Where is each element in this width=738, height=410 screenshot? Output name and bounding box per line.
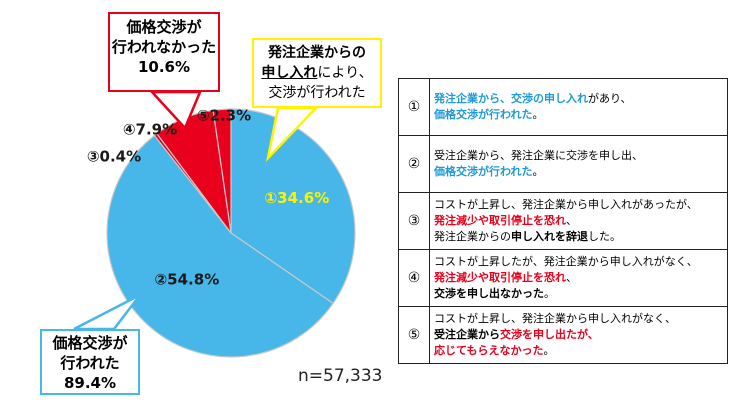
legend-segment: 受注企業から [434, 328, 500, 341]
legend-segment: 応じてもらえなかった [434, 344, 544, 357]
callout-not-negotiated-line2: 行われなかった [111, 38, 217, 56]
callout-buyer-request-line3: 交渉が行われた [268, 85, 366, 101]
legend-segment: 受注企業から、発注企業に交渉を申し出、 [434, 149, 643, 162]
callout-not-negotiated-percent: 10.6% [137, 58, 191, 76]
callout-negotiated: 価格交渉が 行われた 89.4% [40, 329, 140, 395]
legend-number: ⑤ [398, 306, 430, 364]
legend-segment: 発注減少や取引停止を恐れ [434, 214, 566, 227]
pie-slice [230, 108, 356, 305]
legend-segment: コストが上昇したが、発注企業から申し入れがなく、 [434, 255, 698, 268]
legend-description: 発注企業から、交渉の申し入れがあり、 価格交渉が行われた。 [429, 78, 728, 136]
callout-negotiated-percent: 89.4% [63, 374, 117, 392]
callout-pointer-not-negotiated [149, 90, 202, 131]
legend-segment: 、 [566, 214, 577, 227]
sample-size-label: n=57,333 [298, 366, 383, 386]
legend-segment: 価格交渉が行われた [434, 165, 533, 178]
legend-segment: 発注企業からの [434, 230, 511, 243]
legend-segment: 価格交渉が行われた [434, 108, 533, 121]
legend-row: ⑤ コストが上昇し、発注企業から申し入れがなく、 受注企業から交渉を申し出たが、 応じ… [398, 306, 728, 364]
legend-row: ② 受注企業から、発注企業に交渉を申し出、 価格交渉が行われた。 [398, 135, 728, 193]
legend-segment: 発注企業から、交渉の申し入れ [434, 92, 588, 105]
callout-not-negotiated: 価格交渉が 行われなかった 10.6% [108, 12, 220, 92]
legend-line: 交渉を申し出なかった。 [434, 286, 723, 302]
slice-label: ①34.6% [264, 189, 329, 207]
callout-buyer-request-line2-rest: により、 [317, 65, 373, 81]
slice-label: ③0.4% [87, 148, 141, 166]
legend-segment: 。 [532, 165, 544, 178]
legend-segment: があり、 [588, 92, 632, 105]
legend-line: 応じてもらえなかった。 [434, 343, 723, 359]
callout-negotiated-line2: 行われた [60, 354, 120, 372]
legend-line: 受注企業から、発注企業に交渉を申し出、 [434, 148, 723, 164]
slice-label: ④7.9% [123, 121, 177, 139]
legend-number: ① [398, 78, 430, 136]
legend-segment: 。 [544, 287, 555, 300]
callout-pointer-negotiated [73, 293, 141, 331]
legend-line: 受注企業から交渉を申し出たが、 [434, 327, 723, 343]
legend-row: ④ コストが上昇したが、発注企業から申し入れがなく、 発注減少や取引停止を恐れ、 交渉… [398, 249, 728, 307]
legend-number: ② [398, 135, 430, 193]
legend-segment: 交渉を申し出たが、 [500, 328, 599, 341]
callout-pointer-buyer [265, 106, 319, 162]
legend-line: 発注企業からの申し入れを辞退した。 [434, 229, 723, 245]
legend-description: コストが上昇し、発注企業から申し入れがなく、 受注企業から交渉を申し出たが、 応じて… [429, 306, 728, 364]
legend-line: 発注企業から、交渉の申し入れがあり、 [434, 91, 723, 107]
callout-buyer-request-line1: 発注企業からの [268, 45, 366, 61]
legend-line: 価格交渉が行われた。 [434, 164, 723, 180]
pie-slice [212, 108, 232, 234]
legend-segment: コストが上昇し、発注企業から申し入れがなく、 [434, 312, 676, 325]
legend-segment: 、 [566, 271, 577, 284]
legend-segment: 申し入れを辞退 [511, 230, 588, 243]
legend-line: 発注減少や取引停止を恐れ、 [434, 213, 723, 229]
legend-number: ③ [398, 192, 430, 250]
legend-row: ③ コストが上昇し、発注企業から申し入れがあったが、 発注減少や取引停止を恐れ、 発注… [398, 192, 728, 250]
callout-buyer-request: 発注企業からの 申し入れにより、 交渉が行われた [252, 38, 382, 108]
legend-description: コストが上昇したが、発注企業から申し入れがなく、 発注減少や取引停止を恐れ、 交渉を… [429, 249, 728, 307]
legend-description: コストが上昇し、発注企業から申し入れがあったが、 発注減少や取引停止を恐れ、 発注企… [429, 192, 728, 250]
legend-number: ④ [398, 249, 430, 307]
legend-line: コストが上昇し、発注企業から申し入れがあったが、 [434, 197, 723, 213]
slice-label: ②54.8% [154, 271, 219, 289]
callout-negotiated-line1: 価格交渉が [52, 334, 128, 352]
callout-buyer-request-underlined: 申し入れ [261, 65, 318, 81]
legend-line: コストが上昇したが、発注企業から申し入れがなく、 [434, 254, 723, 270]
legend-segment: 発注減少や取引停止を恐れ [434, 271, 566, 284]
legend-segment: 。 [543, 344, 555, 357]
callout-not-negotiated-line1: 価格交渉が [126, 18, 202, 36]
legend-segment: コストが上昇し、発注企業から申し入れがあったが、 [434, 198, 698, 211]
legend-segment: した。 [588, 230, 621, 243]
legend-table: ① 発注企業から、交渉の申し入れがあり、 価格交渉が行われた。 ② 受注企業から、発注企… [398, 78, 728, 364]
legend-segment: 交渉を申し出なかった [434, 287, 544, 300]
legend-row: ① 発注企業から、交渉の申し入れがあり、 価格交渉が行われた。 [398, 78, 728, 136]
slice-label: ⑤2.3% [197, 107, 251, 125]
legend-line: コストが上昇し、発注企業から申し入れがなく、 [434, 311, 723, 327]
legend-description: 受注企業から、発注企業に交渉を申し出、 価格交渉が行われた。 [429, 135, 728, 193]
legend-line: 価格交渉が行われた。 [434, 107, 723, 123]
pie-slice [106, 134, 334, 358]
legend-segment: 。 [532, 108, 544, 121]
legend-line: 発注減少や取引停止を恐れ、 [434, 270, 723, 286]
